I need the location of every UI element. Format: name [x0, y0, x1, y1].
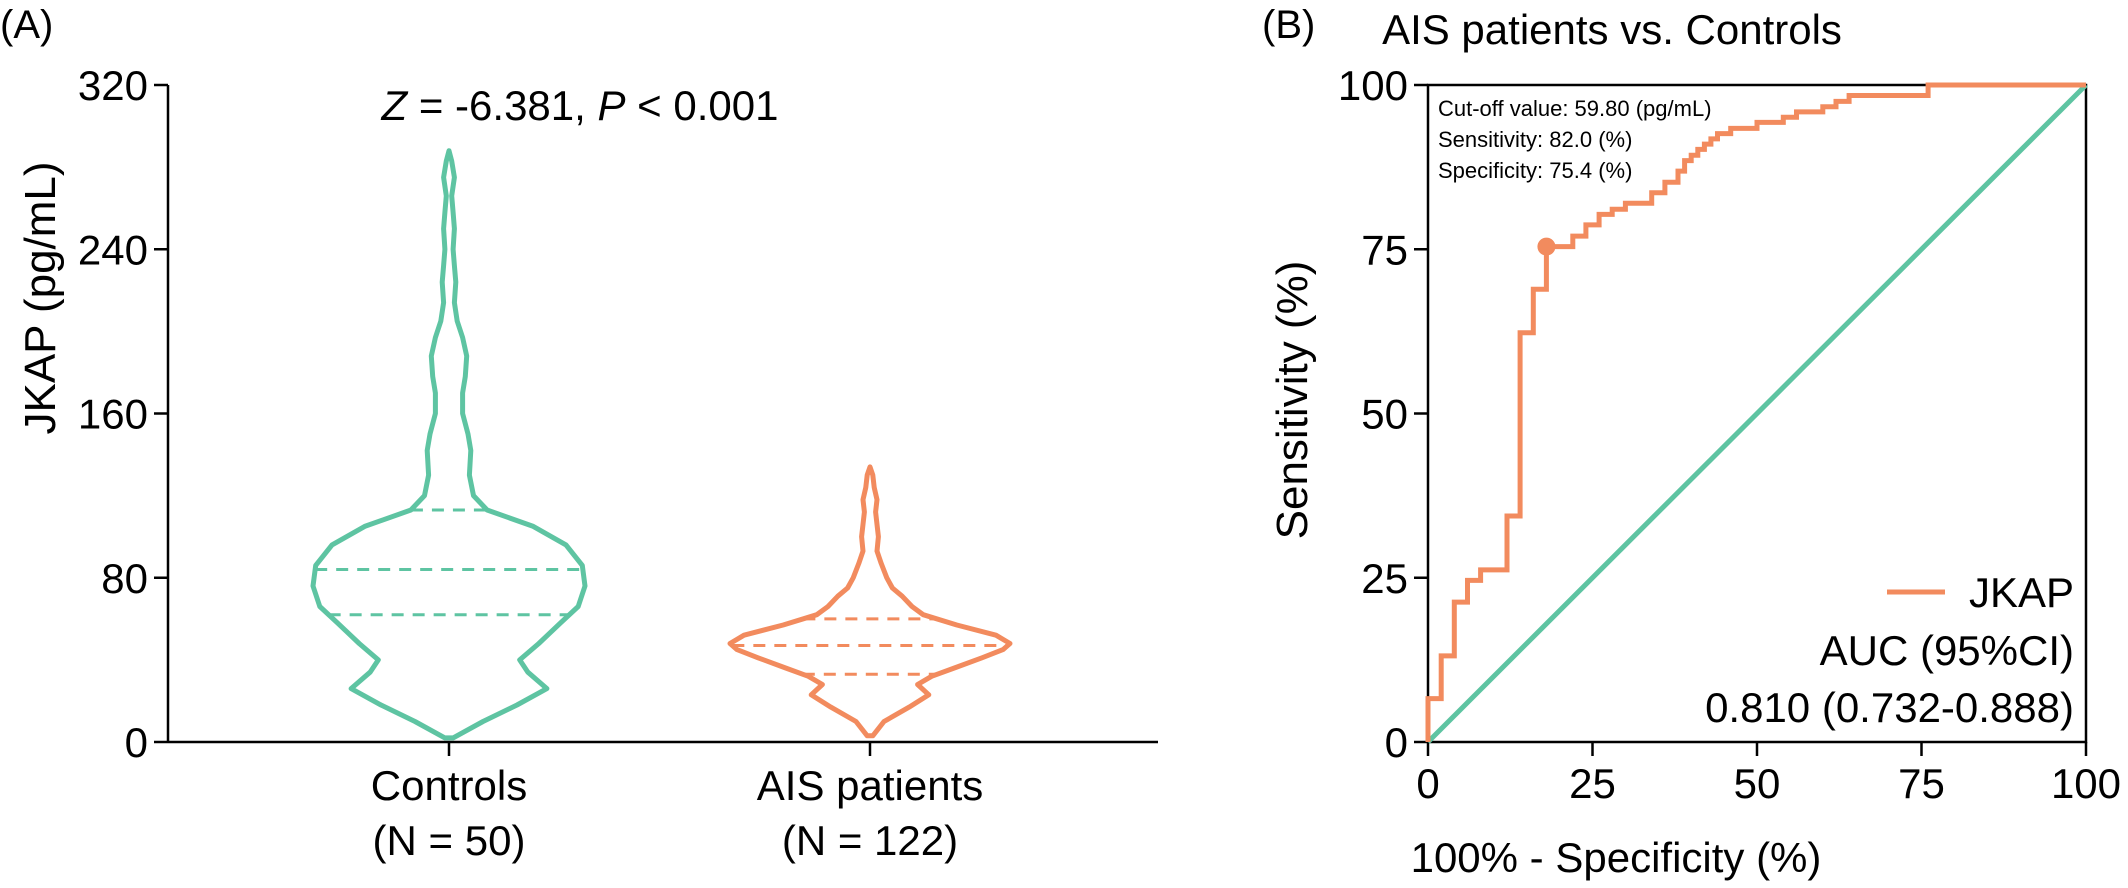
roc-curve-jkap: [1425, 82, 2086, 742]
roc-y-axis-label: Sensitivity (%): [1268, 261, 1317, 540]
group-n-patients: (N = 122): [782, 817, 958, 864]
roc-x-axis-label: 100% - Specificity (%): [1411, 834, 1822, 881]
roc-lines: [1425, 82, 2088, 744]
roc-panel: (B) AIS patients vs. Controls Sensitivit…: [1262, 3, 2121, 881]
y-tick-label: 75: [1361, 226, 1408, 273]
x-tick-label: 100: [2051, 760, 2121, 807]
y-tick-label: 240: [78, 226, 148, 273]
roc-axes: 0 25 50 75 100 0 25 50 75 100: [1338, 62, 2121, 807]
cutoff-value-text: Cut-off value: 59.80 (pg/mL): [1438, 96, 1712, 121]
violin-panel: (A) JKAP (pg/mL) Z = -6.381, P < 0.001 0…: [0, 3, 1158, 864]
reference-line: [1426, 83, 2088, 744]
stat-letter: Z: [381, 82, 409, 129]
legend-label-jkap: JKAP: [1969, 569, 2074, 616]
auc-label: AUC (95%CI): [1820, 627, 2074, 674]
roc-title: AIS patients vs. Controls: [1382, 6, 1842, 53]
y-tick-label: 320: [78, 62, 148, 109]
p-letter: P: [597, 82, 625, 129]
x-tick-label: 75: [1898, 760, 1945, 807]
y-tick-label: 50: [1361, 391, 1408, 438]
panel-label-a: (A): [0, 3, 53, 47]
statistic-annotation: Z = -6.381, P < 0.001: [381, 82, 779, 129]
cutoff-sensitivity-text: Sensitivity: 82.0 (%): [1438, 127, 1632, 152]
x-tick-label: 0: [1416, 760, 1439, 807]
y-tick-label: 0: [1385, 719, 1408, 766]
cutoff-specificity-text: Specificity: 75.4 (%): [1438, 158, 1632, 183]
y-axis-label: JKAP (pg/mL): [16, 161, 65, 434]
group-label-controls: Controls: [371, 762, 527, 809]
panel-label-b: (B): [1262, 3, 1315, 47]
y-tick-label: 80: [101, 555, 148, 602]
y-tick-label: 0: [125, 719, 148, 766]
group-n-controls: (N = 50): [373, 817, 526, 864]
x-tick-label: 25: [1569, 760, 1616, 807]
p-value: < 0.001: [626, 82, 779, 129]
violin-controls: [310, 148, 588, 741]
x-tick-label: 50: [1734, 760, 1781, 807]
y-tick-label: 160: [78, 391, 148, 438]
violin-axes: 0 80 160 240 320: [78, 62, 1158, 766]
group-label-patients: AIS patients: [757, 762, 983, 809]
y-tick-label: 100: [1338, 62, 1408, 109]
y-tick-label: 25: [1361, 555, 1408, 602]
stat-value: = -6.381,: [407, 82, 597, 129]
cutoff-point: [1537, 237, 1556, 256]
violins: [310, 148, 1013, 741]
violin-patients: [727, 464, 1013, 739]
auc-value: 0.810 (0.732-0.888): [1705, 684, 2074, 731]
